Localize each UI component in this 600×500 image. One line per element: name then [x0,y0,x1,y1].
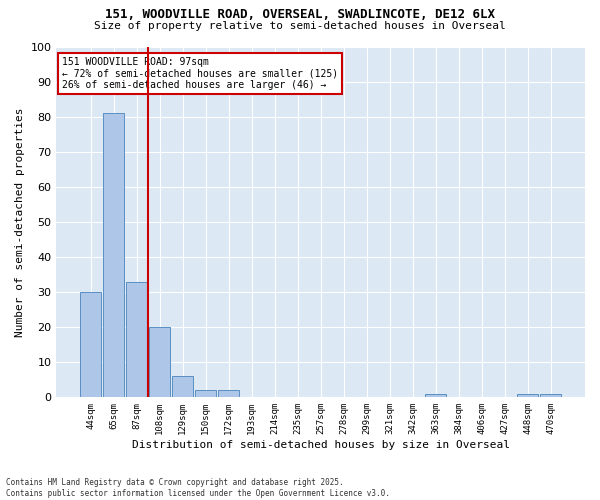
Text: 151 WOODVILLE ROAD: 97sqm
← 72% of semi-detached houses are smaller (125)
26% of: 151 WOODVILLE ROAD: 97sqm ← 72% of semi-… [62,57,338,90]
Bar [218,390,239,398]
Text: Contains HM Land Registry data © Crown copyright and database right 2025.
Contai: Contains HM Land Registry data © Crown c… [6,478,390,498]
Bar [149,327,170,398]
X-axis label: Distribution of semi-detached houses by size in Overseal: Distribution of semi-detached houses by … [132,440,510,450]
Bar [80,292,101,398]
Bar [196,390,216,398]
Bar [517,394,538,398]
Text: Size of property relative to semi-detached houses in Overseal: Size of property relative to semi-detach… [94,21,506,31]
Bar [172,376,193,398]
Y-axis label: Number of semi-detached properties: Number of semi-detached properties [15,107,25,336]
Text: 151, WOODVILLE ROAD, OVERSEAL, SWADLINCOTE, DE12 6LX: 151, WOODVILLE ROAD, OVERSEAL, SWADLINCO… [105,8,495,20]
Bar [103,113,124,398]
Bar [540,394,561,398]
Bar [425,394,446,398]
Bar [127,282,147,398]
